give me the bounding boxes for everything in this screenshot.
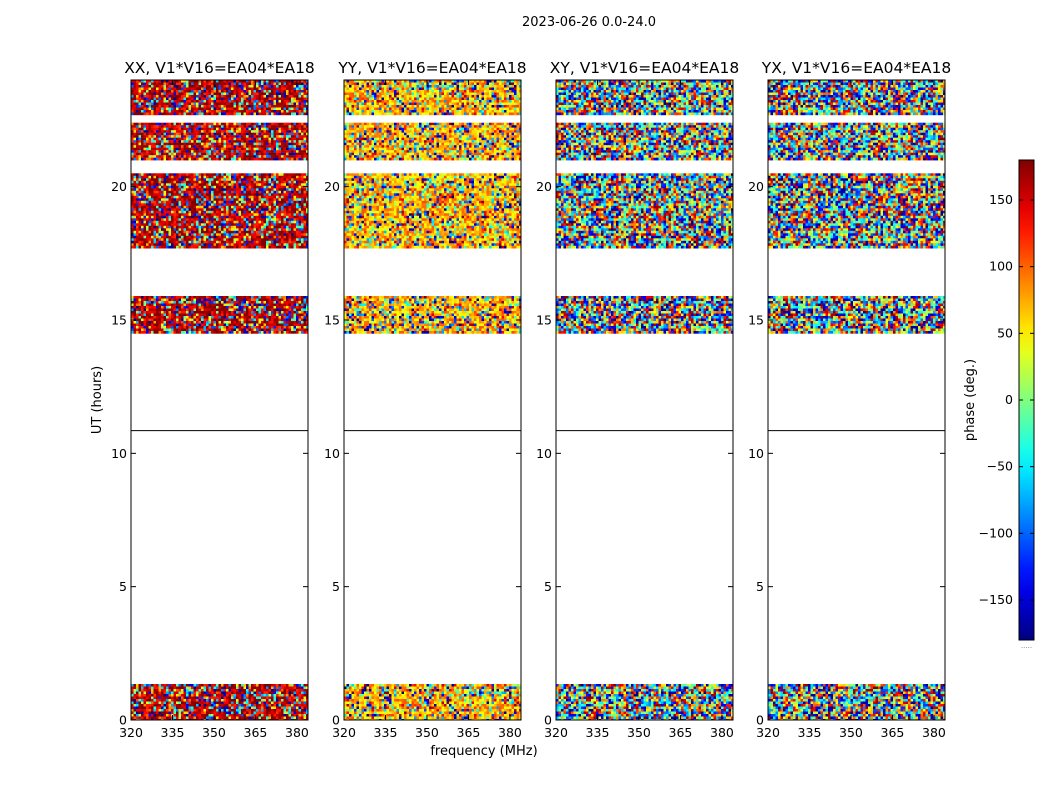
panel-4: YX, V1*V16=EA04*EA18 320 335 350 365 380 0 5 10 1… bbox=[748, 59, 951, 740]
y-tick-label: 5 bbox=[119, 579, 127, 594]
y-axis-label: UT (hours) bbox=[90, 366, 105, 434]
panel-title: YY, V1*V16=EA04*EA18 bbox=[337, 59, 526, 77]
axes-frame bbox=[130, 79, 309, 721]
y-tick-label: 5 bbox=[544, 579, 552, 594]
colorbar-tick-label: −50 bbox=[987, 459, 1013, 474]
colorbar: 150 100 50 0 −50 −100 −150..... bbox=[979, 159, 1035, 650]
colorbar-ellipsis: ..... bbox=[1021, 642, 1032, 650]
panel-title: XY, V1*V16=EA04*EA18 bbox=[550, 59, 739, 77]
y-tick-label: 0 bbox=[756, 713, 764, 728]
y-tick-label: 5 bbox=[756, 579, 764, 594]
y-tick-label: 10 bbox=[536, 446, 552, 461]
x-tick-label: 380 bbox=[285, 725, 309, 740]
x-tick-label: 320 bbox=[119, 725, 143, 740]
axes-frame bbox=[767, 79, 946, 721]
figure-suptitle: 2023-06-26 0.0-24.0 bbox=[522, 15, 656, 30]
colorbar-tick-label: 150 bbox=[989, 192, 1013, 207]
x-tick-label: 335 bbox=[374, 725, 398, 740]
x-tick-label: 365 bbox=[881, 725, 905, 740]
x-tick-label: 365 bbox=[244, 725, 268, 740]
x-tick-label: 320 bbox=[544, 725, 568, 740]
heatmap-cells bbox=[768, 80, 945, 720]
y-tick-label: 0 bbox=[332, 713, 340, 728]
x-tick-label: 380 bbox=[498, 725, 522, 740]
x-tick-label: 350 bbox=[627, 725, 651, 740]
x-tick-label: 335 bbox=[161, 725, 185, 740]
panel-title: YX, V1*V16=EA04*EA18 bbox=[761, 59, 951, 77]
x-tick-label: 380 bbox=[710, 725, 734, 740]
axes-frame bbox=[555, 79, 734, 721]
panel-title: XX, V1*V16=EA04*EA18 bbox=[124, 59, 315, 77]
y-tick-label: 10 bbox=[748, 446, 764, 461]
x-tick-label: 365 bbox=[669, 725, 693, 740]
y-tick-label: 10 bbox=[111, 446, 127, 461]
y-tick-label: 20 bbox=[748, 179, 764, 194]
y-tick-label: 20 bbox=[111, 179, 127, 194]
panel-1: XX, V1*V16=EA04*EA18 320 335 350 365 380 0 5 10 1… bbox=[111, 59, 315, 740]
x-tick-label: 335 bbox=[586, 725, 610, 740]
colorbar-tick-label: 100 bbox=[989, 259, 1013, 274]
x-tick-label: 320 bbox=[756, 725, 780, 740]
y-tick-label: 15 bbox=[748, 313, 764, 328]
x-tick-label: 365 bbox=[457, 725, 481, 740]
x-tick-label: 350 bbox=[839, 725, 863, 740]
axes-frame bbox=[343, 79, 522, 721]
heatmap-cells bbox=[131, 80, 308, 720]
x-tick-label: 380 bbox=[922, 725, 946, 740]
x-tick-label: 350 bbox=[415, 725, 439, 740]
x-tick-label: 350 bbox=[202, 725, 226, 740]
y-tick-label: 0 bbox=[544, 713, 552, 728]
colorbar-tick-label: 50 bbox=[997, 325, 1013, 340]
y-tick-label: 5 bbox=[332, 579, 340, 594]
panel-2: YY, V1*V16=EA04*EA18 320 335 350 365 380 0 5 10 1… bbox=[324, 59, 527, 740]
colorbar-label: phase (deg.) bbox=[963, 359, 978, 441]
colorbar-tick-label: 0 bbox=[1005, 392, 1013, 407]
y-tick-label: 10 bbox=[324, 446, 340, 461]
panels-group: XX, V1*V16=EA04*EA18 320 335 350 365 380 0 5 10 1… bbox=[111, 59, 951, 740]
y-tick-label: 20 bbox=[536, 179, 552, 194]
y-tick-label: 15 bbox=[111, 313, 127, 328]
x-tick-label: 335 bbox=[798, 725, 822, 740]
colorbar-tick-label: −100 bbox=[979, 525, 1013, 540]
y-tick-label: 0 bbox=[119, 713, 127, 728]
y-tick-label: 20 bbox=[324, 179, 340, 194]
y-tick-label: 15 bbox=[324, 313, 340, 328]
x-axis-label: frequency (MHz) bbox=[430, 744, 537, 759]
x-tick-label: 320 bbox=[332, 725, 356, 740]
panel-3: XY, V1*V16=EA04*EA18 320 335 350 365 380 0 5 10 1… bbox=[536, 59, 739, 740]
heatmap-cells bbox=[556, 80, 733, 720]
heatmap-cells bbox=[344, 80, 521, 720]
colorbar-tick-label: −150 bbox=[979, 592, 1013, 607]
y-tick-label: 15 bbox=[536, 313, 552, 328]
